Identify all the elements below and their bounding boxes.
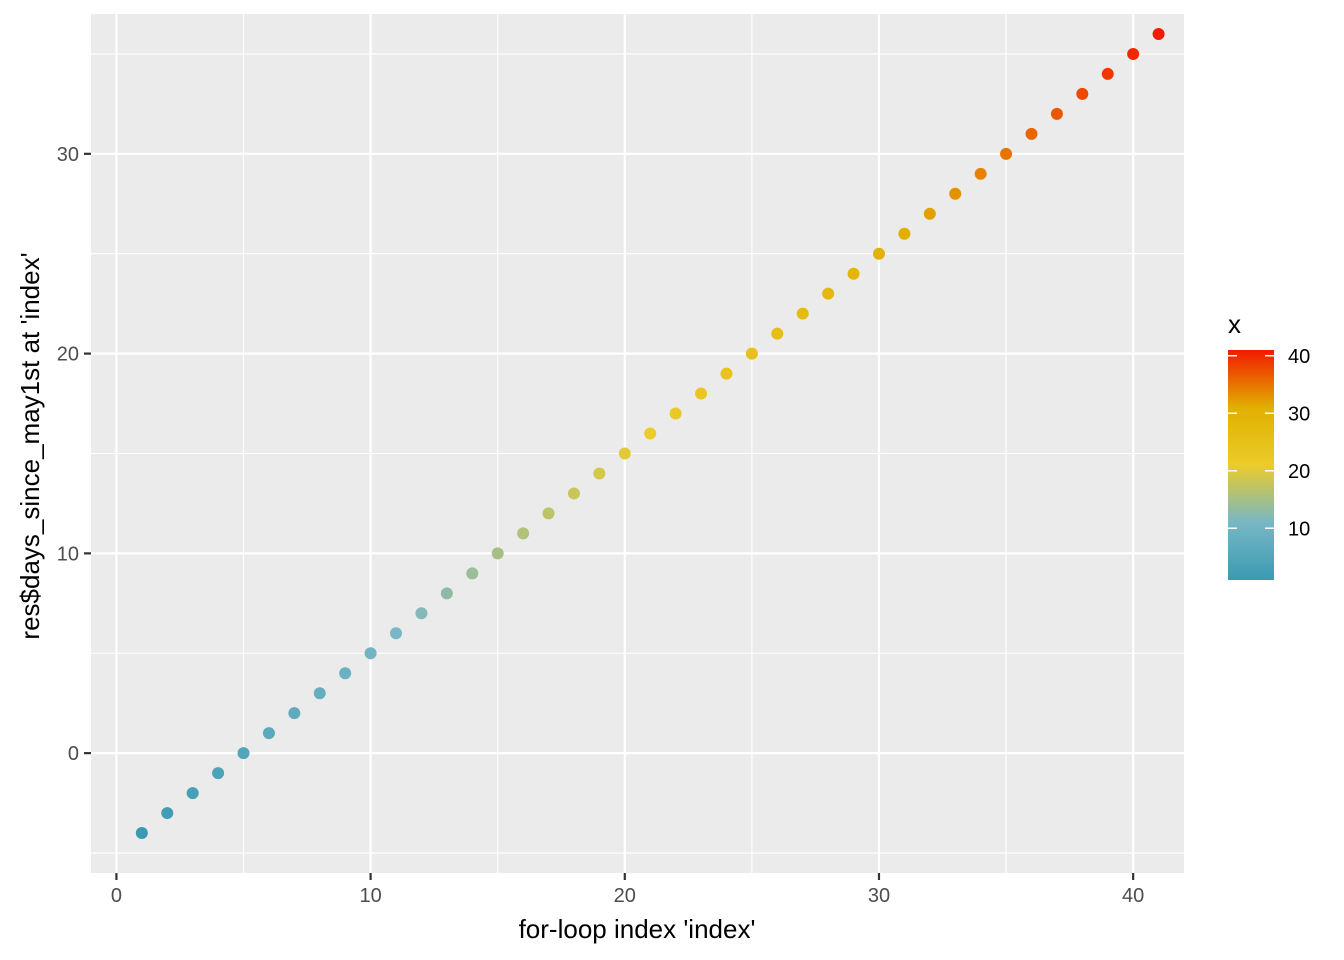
data-point	[390, 627, 403, 640]
x-axis: 0 10 20 30 40	[111, 873, 1144, 907]
data-point	[872, 247, 885, 260]
data-point	[542, 507, 555, 520]
data-point	[669, 407, 682, 420]
data-point	[288, 707, 301, 720]
legend-title: x	[1228, 309, 1241, 339]
data-point	[847, 267, 860, 280]
data-point	[186, 787, 199, 800]
legend-tick-label: 10	[1288, 518, 1310, 540]
data-point	[262, 727, 275, 740]
x-axis-title: for-loop index 'index'	[519, 914, 756, 944]
data-point	[415, 607, 428, 620]
data-point	[1050, 107, 1063, 120]
y-axis-title: res$days_since_may1st at 'index'	[15, 252, 45, 639]
y-axis: 0 10 20 30	[57, 144, 91, 765]
data-point	[466, 567, 479, 580]
data-points	[135, 27, 1165, 840]
data-point	[440, 587, 453, 600]
data-point	[949, 187, 962, 200]
major-gridlines	[91, 14, 1184, 873]
data-point	[517, 527, 530, 540]
x-tick-label: 30	[868, 885, 890, 907]
data-point	[898, 227, 911, 240]
x-tick-label: 20	[614, 885, 636, 907]
legend-colorbar	[1228, 350, 1274, 580]
data-point	[695, 387, 708, 400]
x-tick-label: 40	[1122, 885, 1144, 907]
y-tick-label: 30	[57, 144, 79, 166]
data-point	[644, 427, 657, 440]
data-point	[567, 487, 580, 500]
data-point	[135, 827, 148, 840]
color-legend: x 10 20 30 40	[1228, 309, 1310, 580]
plot-panel	[91, 14, 1184, 873]
minor-gridlines	[91, 14, 1184, 873]
data-point	[313, 687, 326, 700]
data-point	[339, 667, 352, 680]
data-point	[1025, 127, 1038, 140]
data-point	[1000, 147, 1013, 160]
legend-tick-label: 30	[1288, 403, 1310, 425]
data-point	[720, 367, 733, 380]
data-point	[822, 287, 835, 300]
data-point	[593, 467, 606, 480]
x-tick-label: 10	[359, 885, 381, 907]
data-point	[1076, 87, 1089, 100]
data-point	[1127, 47, 1140, 60]
data-point	[796, 307, 809, 320]
data-point	[1152, 27, 1165, 40]
x-tick-label: 0	[111, 885, 122, 907]
data-point	[161, 807, 174, 820]
data-point	[237, 747, 250, 760]
legend-tick-label: 40	[1288, 346, 1310, 368]
data-point	[364, 647, 377, 660]
data-point	[1101, 67, 1114, 80]
y-tick-label: 0	[68, 743, 79, 765]
data-point	[923, 207, 936, 220]
data-point	[745, 347, 758, 360]
data-point	[491, 547, 504, 560]
data-point	[618, 447, 631, 460]
y-tick-label: 20	[57, 344, 79, 366]
data-point	[771, 327, 784, 340]
y-tick-label: 10	[57, 543, 79, 565]
legend-ticks: 10 20 30 40	[1228, 346, 1310, 540]
data-point	[974, 167, 987, 180]
data-point	[212, 767, 225, 780]
legend-tick-label: 20	[1288, 461, 1310, 483]
